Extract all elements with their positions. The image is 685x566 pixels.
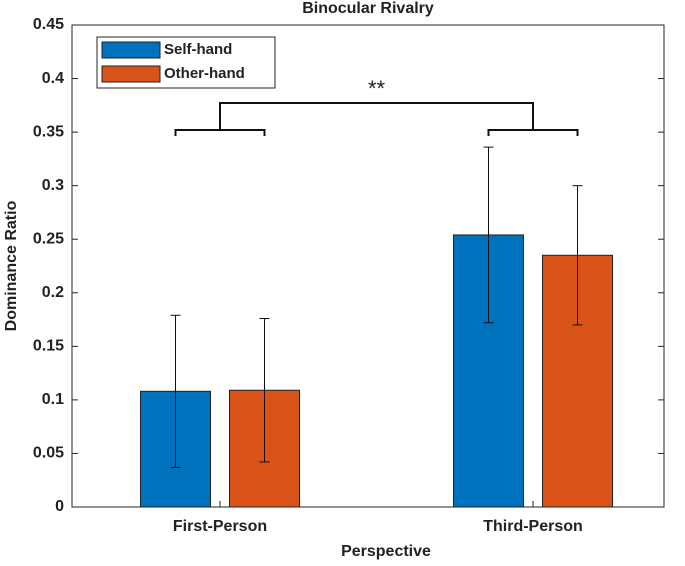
x-tick-label: First-Person <box>173 518 267 535</box>
y-tick-label: 0.4 <box>42 70 64 87</box>
y-tick-label: 0.3 <box>42 177 64 194</box>
x-tick-label: Third-Person <box>483 518 583 535</box>
legend-label: Other-hand <box>164 65 245 82</box>
y-tick-label: 0.2 <box>42 284 64 301</box>
legend-swatch <box>101 41 161 59</box>
y-tick-label: 0.35 <box>33 123 64 140</box>
error-bar <box>170 314 181 468</box>
error-bar <box>572 185 583 326</box>
error-bar <box>259 317 270 463</box>
plot-frame <box>71 24 665 508</box>
x-axis-label: Perspective <box>341 543 431 560</box>
error-bar <box>483 146 494 324</box>
y-tick-label: 0.25 <box>33 230 64 247</box>
significance-label: ** <box>368 76 386 101</box>
chart-title: Binocular Rivalry <box>302 0 434 17</box>
y-tick-label: 0.15 <box>33 338 64 355</box>
significance-bracket <box>174 102 579 136</box>
legend-swatch <box>101 65 161 83</box>
y-tick-label: 0.1 <box>42 391 64 408</box>
y-axis-label: Dominance Ratio <box>3 200 20 331</box>
legend-label: Self-hand <box>164 41 232 58</box>
y-tick-label: 0.45 <box>33 16 64 33</box>
y-tick-label: 0.05 <box>33 445 64 462</box>
y-tick-label: 0 <box>55 498 64 515</box>
